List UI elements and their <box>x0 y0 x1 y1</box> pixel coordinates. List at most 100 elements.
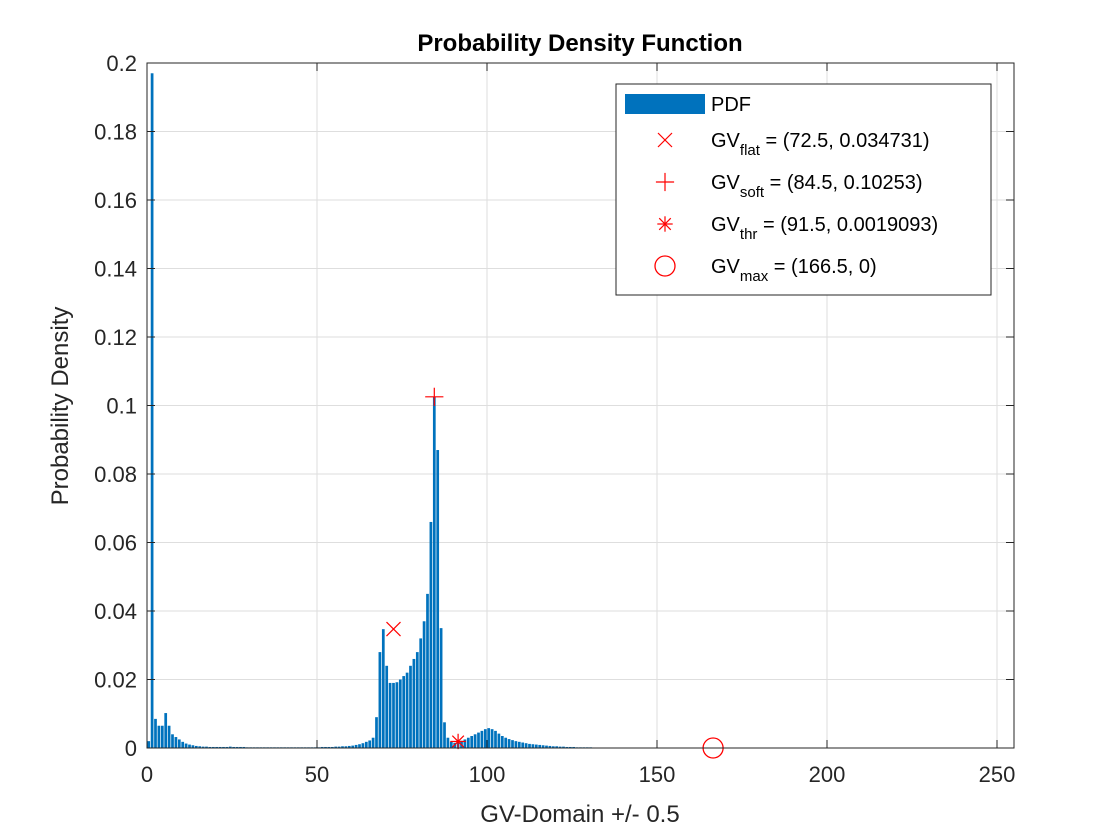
pdf-bar <box>412 658 416 748</box>
pdf-bar <box>174 737 178 748</box>
pdf-bar <box>500 736 504 748</box>
pdf-bar <box>398 679 402 748</box>
pdf-bar <box>358 744 361 748</box>
legend-label-value: = (84.5, 0.10253) <box>764 172 922 194</box>
pdf-bar <box>385 665 389 748</box>
pdf-bar <box>181 741 185 748</box>
pdf-bar <box>228 746 232 748</box>
pdf-bar <box>232 746 236 748</box>
pdf-bar <box>378 652 382 748</box>
marker-gv-thr <box>450 733 466 750</box>
pdf-bar <box>470 736 474 748</box>
pdf-bar <box>480 730 484 748</box>
pdf-bar <box>354 744 358 748</box>
pdf-bar <box>330 746 334 748</box>
pdf-bar <box>548 745 552 748</box>
legend-label-subscript: soft <box>740 184 765 201</box>
legend-label-value: = (166.5, 0) <box>768 256 876 278</box>
pdf-bar <box>239 746 242 748</box>
pdf-bar <box>334 746 338 748</box>
marker-gv-thr-stroke <box>451 735 465 748</box>
pdf-bars <box>147 73 610 749</box>
legend-label-value: = (72.5, 0.034731) <box>760 130 930 152</box>
pdf-bar <box>551 746 555 748</box>
pdf-bar <box>538 744 542 748</box>
legend: PDF GVflat = (72.5, 0.034731)GVsoft = (8… <box>615 83 992 296</box>
pdf-bar <box>514 741 518 748</box>
pdf-bar <box>388 682 392 748</box>
pdf-bar <box>432 396 436 748</box>
pdf-bar <box>466 737 470 748</box>
y-axis-ticks: 0 0.02 0.04 0.06 0.08 0.1 0.12 0.14 0.16 0.18 0.2 <box>94 51 1014 761</box>
pdf-bar <box>504 737 508 748</box>
pdf-bar <box>395 682 399 748</box>
pdf-bar <box>225 746 229 748</box>
pdf-bar <box>483 729 487 748</box>
pdf-bar <box>511 740 514 748</box>
pdf-bar <box>534 744 538 748</box>
pdf-bar <box>235 746 239 748</box>
y-tick-label: 0.16 <box>94 188 137 213</box>
pdf-bar <box>375 717 378 748</box>
legend-marker-flat <box>657 132 673 148</box>
pdf-bar <box>524 743 528 748</box>
pdf-bar <box>201 746 205 748</box>
pdf-bar <box>555 746 559 748</box>
pdf-bar <box>324 746 327 748</box>
pdf-bar <box>392 682 395 748</box>
pdf-bar <box>572 746 576 748</box>
pdf-bar <box>439 628 443 748</box>
y-axis-label: Probability Density <box>47 307 74 506</box>
pdf-bar <box>436 450 440 748</box>
y-tick-label: 0.2 <box>106 51 137 76</box>
legend-label-thr: GVthr = (91.5, 0.0019093) <box>711 214 938 243</box>
y-tick-label: 0.14 <box>94 257 137 282</box>
pdf-bar <box>429 521 433 748</box>
marker-gv-flat-stroke <box>386 621 401 637</box>
pdf-bar <box>521 742 525 748</box>
legend-label-subscript: max <box>740 268 769 285</box>
pdf-bar <box>164 713 168 748</box>
pdf-bar <box>191 745 195 748</box>
pdf-bar <box>205 746 208 748</box>
pdf-bar <box>344 746 348 748</box>
pdf-bar <box>160 725 164 748</box>
legend-label-subscript: flat <box>740 142 761 159</box>
pdf-bar <box>198 746 202 748</box>
marker-gv-flat <box>386 621 401 637</box>
pdf-bar <box>188 744 191 748</box>
pdf-bar <box>402 676 406 748</box>
y-tick-label: 0.06 <box>94 531 137 556</box>
pdf-bar <box>422 621 426 748</box>
pdf-bar <box>426 593 429 748</box>
legend-marker-max-stroke <box>654 255 676 277</box>
pdf-bar <box>528 743 531 748</box>
legend-label-main: GV <box>711 172 741 194</box>
pdf-bar <box>215 746 219 748</box>
y-tick-label: 0.04 <box>94 599 137 624</box>
legend-marker-entries: GV flat = (72.5, 0.034731) GVsoft = (84.5,… <box>654 130 938 285</box>
pdf-bar <box>409 665 412 748</box>
pdf-bar <box>541 745 545 748</box>
pdf-bar <box>487 728 491 748</box>
legend-marker-thr <box>657 216 673 232</box>
y-tick-label: 0.1 <box>106 394 137 419</box>
y-tick-label: 0.18 <box>94 120 137 145</box>
pdf-bar <box>545 745 548 748</box>
pdf-bar <box>361 743 365 748</box>
pdf-bar <box>327 746 331 748</box>
pdf-bar <box>449 741 453 748</box>
pdf-bar <box>443 722 446 748</box>
y-tick-label: 0.02 <box>94 668 137 693</box>
legend-label-soft: GVsoft = (84.5, 0.10253) <box>711 172 923 201</box>
pdf-bar <box>171 734 174 748</box>
pdf-bar <box>531 744 535 748</box>
pdf-bar <box>568 746 572 748</box>
pdf-bar <box>351 745 355 748</box>
pdf-bar <box>371 737 375 748</box>
legend-pdf-swatch <box>625 94 705 114</box>
pdf-bar <box>368 740 372 748</box>
pdf-bar <box>517 741 521 748</box>
pdf-bar <box>150 73 154 748</box>
